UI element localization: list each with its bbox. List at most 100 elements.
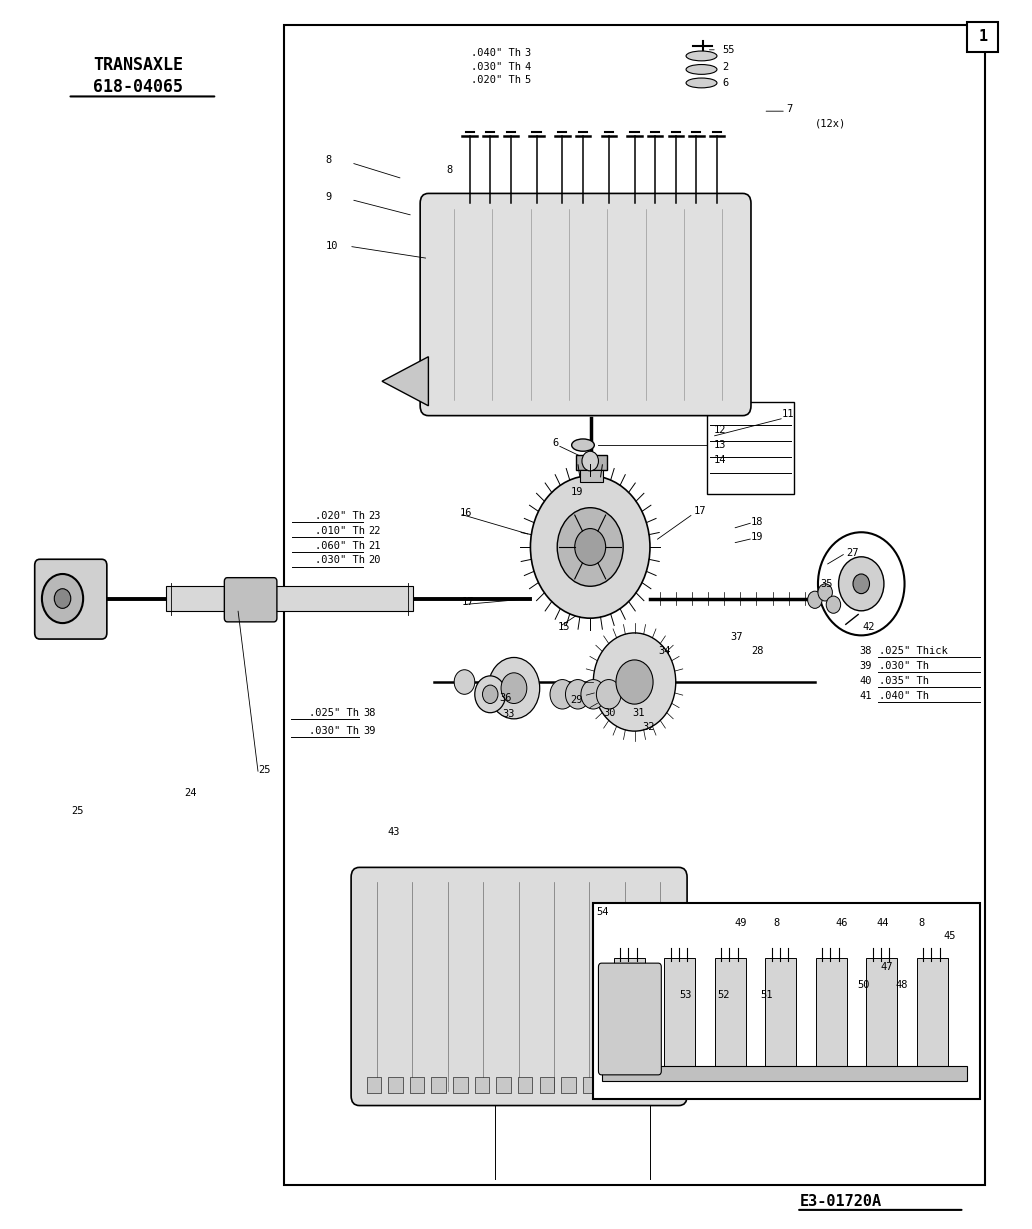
Text: 29: 29: [571, 696, 583, 705]
Text: 24: 24: [184, 788, 197, 798]
Bar: [665, 959, 696, 1075]
Text: 25: 25: [71, 806, 84, 816]
Bar: [707, 402, 795, 494]
Text: .030" Th: .030" Th: [310, 726, 359, 736]
Bar: [605, 1078, 619, 1094]
Text: .035" Th: .035" Th: [879, 676, 929, 686]
Circle shape: [530, 476, 650, 618]
Text: 54: 54: [596, 907, 609, 917]
Text: TRANSAXLE: TRANSAXLE: [94, 55, 184, 74]
Text: .060" Th: .060" Th: [315, 541, 364, 551]
Bar: [453, 1078, 467, 1094]
Text: 40: 40: [860, 676, 872, 686]
Ellipse shape: [686, 52, 717, 61]
Text: .010" Th: .010" Th: [315, 526, 364, 536]
Ellipse shape: [572, 439, 594, 451]
Ellipse shape: [686, 77, 717, 87]
Text: 22: 22: [368, 526, 381, 536]
Text: 38: 38: [363, 708, 376, 718]
Circle shape: [839, 557, 884, 611]
Text: 32: 32: [643, 723, 655, 732]
Bar: [366, 1078, 381, 1094]
FancyBboxPatch shape: [420, 193, 751, 415]
Bar: [916, 959, 947, 1075]
Bar: [967, 22, 998, 53]
FancyBboxPatch shape: [599, 964, 662, 1075]
Text: 51: 51: [761, 991, 773, 1000]
Text: 48: 48: [896, 981, 908, 991]
Circle shape: [55, 589, 71, 608]
Text: 6: 6: [722, 77, 729, 88]
Circle shape: [596, 680, 621, 709]
Circle shape: [853, 574, 870, 594]
Text: 10: 10: [325, 241, 337, 251]
Bar: [593, 903, 979, 1100]
Text: 43: 43: [387, 827, 399, 837]
Text: 25: 25: [258, 766, 270, 775]
Circle shape: [454, 670, 475, 694]
Bar: [715, 959, 746, 1075]
Circle shape: [818, 584, 833, 601]
Bar: [626, 1078, 641, 1094]
Text: 17: 17: [694, 506, 706, 516]
Circle shape: [581, 680, 606, 709]
Text: 5: 5: [524, 75, 530, 86]
Text: 20: 20: [368, 556, 381, 565]
Bar: [583, 1078, 598, 1094]
Bar: [518, 1078, 533, 1094]
Text: 34: 34: [658, 646, 671, 656]
Bar: [410, 1078, 424, 1094]
Bar: [388, 1078, 402, 1094]
Text: 49: 49: [735, 918, 747, 928]
Text: 44: 44: [877, 918, 890, 928]
Text: 52: 52: [717, 991, 730, 1000]
Text: 50: 50: [858, 981, 870, 991]
Text: .025" Th: .025" Th: [310, 708, 359, 718]
Circle shape: [557, 508, 623, 586]
Circle shape: [616, 660, 653, 704]
Text: 8: 8: [446, 165, 452, 175]
Text: 37: 37: [731, 632, 743, 642]
Text: 42: 42: [863, 622, 875, 632]
Circle shape: [593, 633, 676, 731]
Text: 31: 31: [633, 708, 645, 718]
Text: 27: 27: [846, 548, 859, 558]
Circle shape: [502, 672, 526, 703]
Text: .040" Th: .040" Th: [879, 691, 929, 701]
Text: 2: 2: [722, 61, 729, 73]
Text: 9: 9: [325, 192, 331, 202]
Text: .030" Th: .030" Th: [472, 61, 521, 73]
Circle shape: [566, 680, 590, 709]
Text: 8: 8: [774, 918, 780, 928]
Text: 8: 8: [917, 918, 925, 928]
Bar: [496, 1078, 511, 1094]
Bar: [576, 455, 607, 469]
Circle shape: [808, 591, 823, 608]
Circle shape: [575, 528, 606, 565]
Text: 53: 53: [679, 991, 691, 1000]
Bar: [284, 26, 985, 1185]
Text: 1: 1: [978, 29, 988, 44]
FancyBboxPatch shape: [351, 868, 687, 1106]
Bar: [561, 1078, 576, 1094]
Text: 46: 46: [836, 918, 848, 928]
Ellipse shape: [686, 65, 717, 74]
Bar: [431, 1078, 446, 1094]
Text: 28: 28: [751, 646, 764, 656]
Bar: [648, 1078, 663, 1094]
Text: 39: 39: [363, 726, 376, 736]
FancyBboxPatch shape: [35, 559, 107, 639]
Text: E3-01720A: E3-01720A: [800, 1193, 881, 1209]
Text: 41: 41: [860, 691, 872, 701]
Text: 12: 12: [714, 425, 727, 435]
Text: 39: 39: [860, 661, 872, 671]
Text: 21: 21: [368, 541, 381, 551]
Text: 45: 45: [943, 932, 957, 941]
Text: 11: 11: [782, 409, 795, 419]
Text: 16: 16: [459, 508, 472, 517]
Text: 19: 19: [751, 532, 764, 542]
Text: 14: 14: [714, 455, 727, 465]
Bar: [766, 959, 797, 1075]
Text: .020" Th: .020" Th: [472, 75, 521, 86]
Text: 55: 55: [722, 44, 735, 55]
